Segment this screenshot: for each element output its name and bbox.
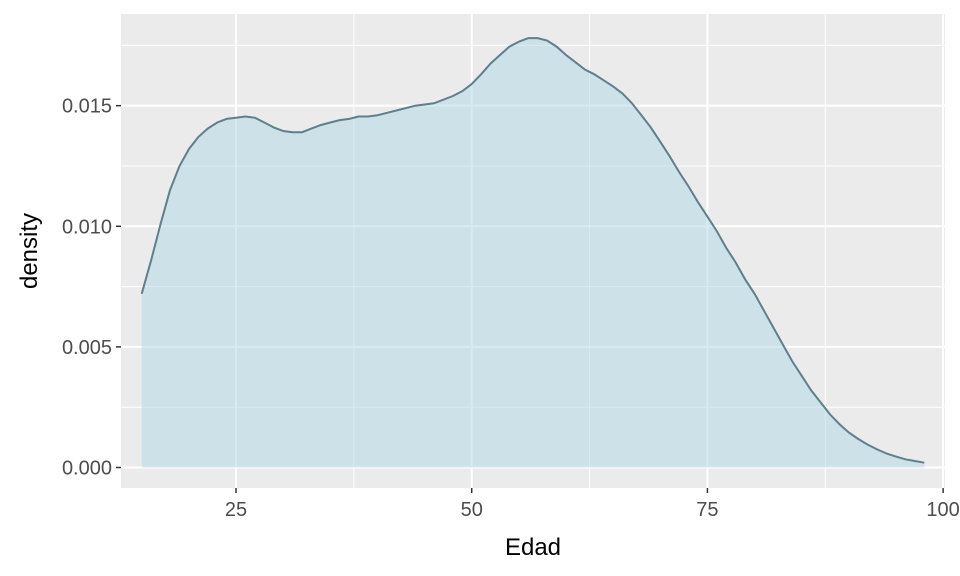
x-tick-label: 100 [926, 499, 959, 521]
y-tick-label: 0.005 [62, 337, 112, 359]
y-axis: 0.000 0.005 0.010 0.015 [62, 96, 121, 479]
density-area [141, 38, 925, 468]
y-axis-title: density [16, 213, 43, 289]
x-tick-label: 25 [225, 499, 247, 521]
y-tick-label: 0.015 [62, 96, 112, 118]
x-axis: 25 50 75 100 [225, 488, 960, 521]
y-tick-label: 0.000 [62, 457, 112, 479]
x-axis-title: Edad [505, 534, 561, 561]
density-line [140, 37, 925, 464]
x-tick-label: 50 [461, 499, 483, 521]
y-tick-label: 0.010 [62, 216, 112, 238]
density-series [140, 37, 925, 468]
x-tick-label: 75 [696, 499, 718, 521]
